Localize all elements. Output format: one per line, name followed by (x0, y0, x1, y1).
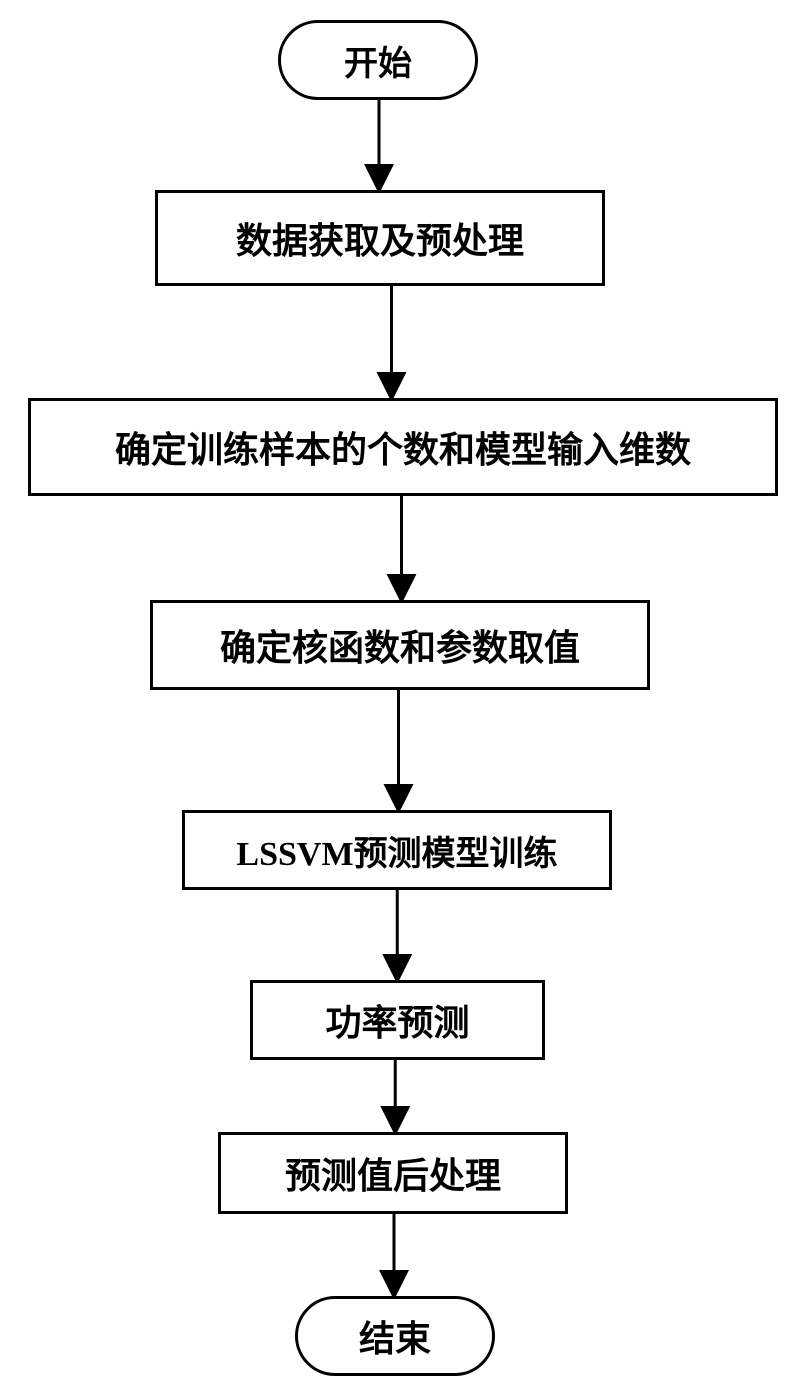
node-label-step6: 预测值后处理 (285, 1147, 501, 1199)
node-label-end: 结束 (359, 1310, 431, 1362)
node-step5: 功率预测 (250, 980, 545, 1060)
node-step4: LSSVM预测模型训练 (182, 810, 612, 890)
node-label-start: 开始 (344, 36, 412, 85)
node-end: 结束 (295, 1296, 495, 1376)
node-label-step1: 数据获取及预处理 (236, 212, 524, 264)
node-label-step4: LSSVM预测模型训练 (236, 826, 557, 875)
flowchart-container: 开始数据获取及预处理确定训练样本的个数和模型输入维数确定核函数和参数取值 LSSV… (0, 0, 806, 1396)
node-step2: 确定训练样本的个数和模型输入维数 (28, 398, 778, 496)
node-step6: 预测值后处理 (218, 1132, 568, 1214)
node-label-step5: 功率预测 (325, 994, 469, 1046)
node-label-step3: 确定核函数和参数取值 (220, 619, 580, 671)
node-step1: 数据获取及预处理 (155, 190, 605, 286)
node-label-step2: 确定训练样本的个数和模型输入维数 (115, 421, 691, 473)
node-start: 开始 (278, 20, 478, 100)
node-step3: 确定核函数和参数取值 (150, 600, 650, 690)
